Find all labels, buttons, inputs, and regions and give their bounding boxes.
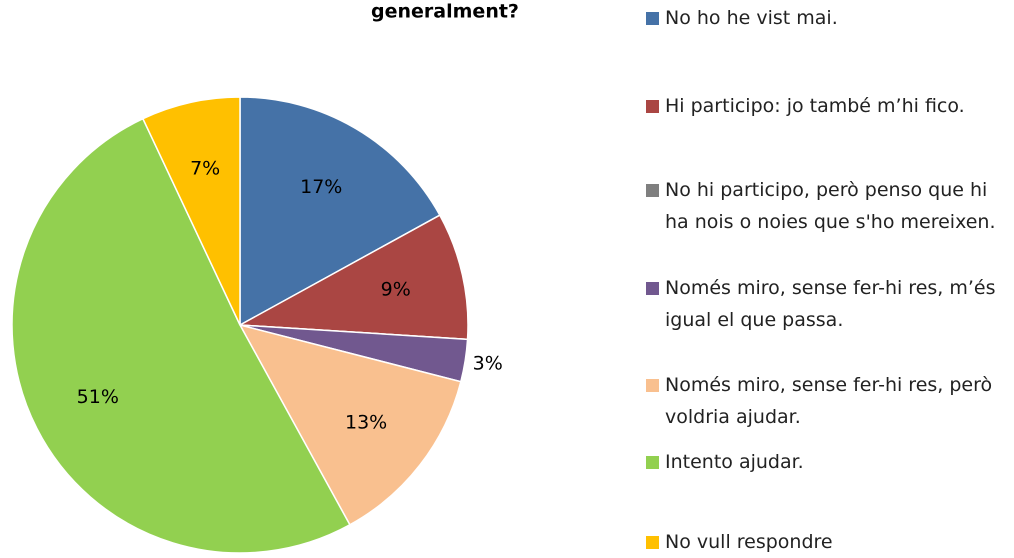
data-label: 7% — [190, 158, 220, 180]
legend-swatch — [646, 456, 659, 469]
pie-slice — [238, 323, 462, 526]
legend-label: Només miro, sense fer-hi res, m’és igual… — [665, 277, 996, 331]
legend-swatch — [646, 100, 659, 113]
pie-slice — [239, 96, 441, 327]
pie-slice — [141, 96, 241, 326]
legend-label: Intento ajudar. — [665, 451, 804, 473]
legend-swatch — [646, 282, 659, 295]
legend-item: No ho he vist mai. — [646, 2, 1014, 34]
legend-label: No vull respondre — [665, 531, 833, 553]
legend-swatch — [646, 184, 659, 197]
legend-label: No ho he vist mai. — [665, 7, 838, 29]
data-label: 9% — [381, 279, 411, 301]
legend-item: Només miro, sense fer-hi res, m’és igual… — [646, 272, 1014, 336]
legend-swatch — [646, 379, 659, 392]
legend-label: No hi participo, però penso que hi ha no… — [665, 179, 996, 233]
legend-item: Hi participo: jo també m’hi fico. — [646, 90, 1014, 122]
legend-item: Intento ajudar. — [646, 446, 1014, 478]
legend-swatch — [646, 12, 659, 25]
chart-title: generalment? — [371, 1, 519, 23]
legend-item: No hi participo, però penso que hi ha no… — [646, 174, 1014, 238]
legend-item: No vull respondre — [646, 526, 1014, 558]
pie-slice — [237, 214, 469, 341]
data-label: 51% — [77, 386, 119, 408]
data-label: 17% — [300, 176, 342, 198]
legend-item: Només miro, sense fer-hi res, però voldr… — [646, 369, 1014, 433]
legend-swatch — [646, 536, 659, 549]
data-label: 13% — [345, 411, 387, 433]
data-label: 3% — [473, 353, 503, 375]
pie-slice — [11, 117, 351, 554]
legend-label: Hi participo: jo també m’hi fico. — [665, 95, 965, 117]
legend-label: Només miro, sense fer-hi res, però voldr… — [665, 374, 993, 428]
